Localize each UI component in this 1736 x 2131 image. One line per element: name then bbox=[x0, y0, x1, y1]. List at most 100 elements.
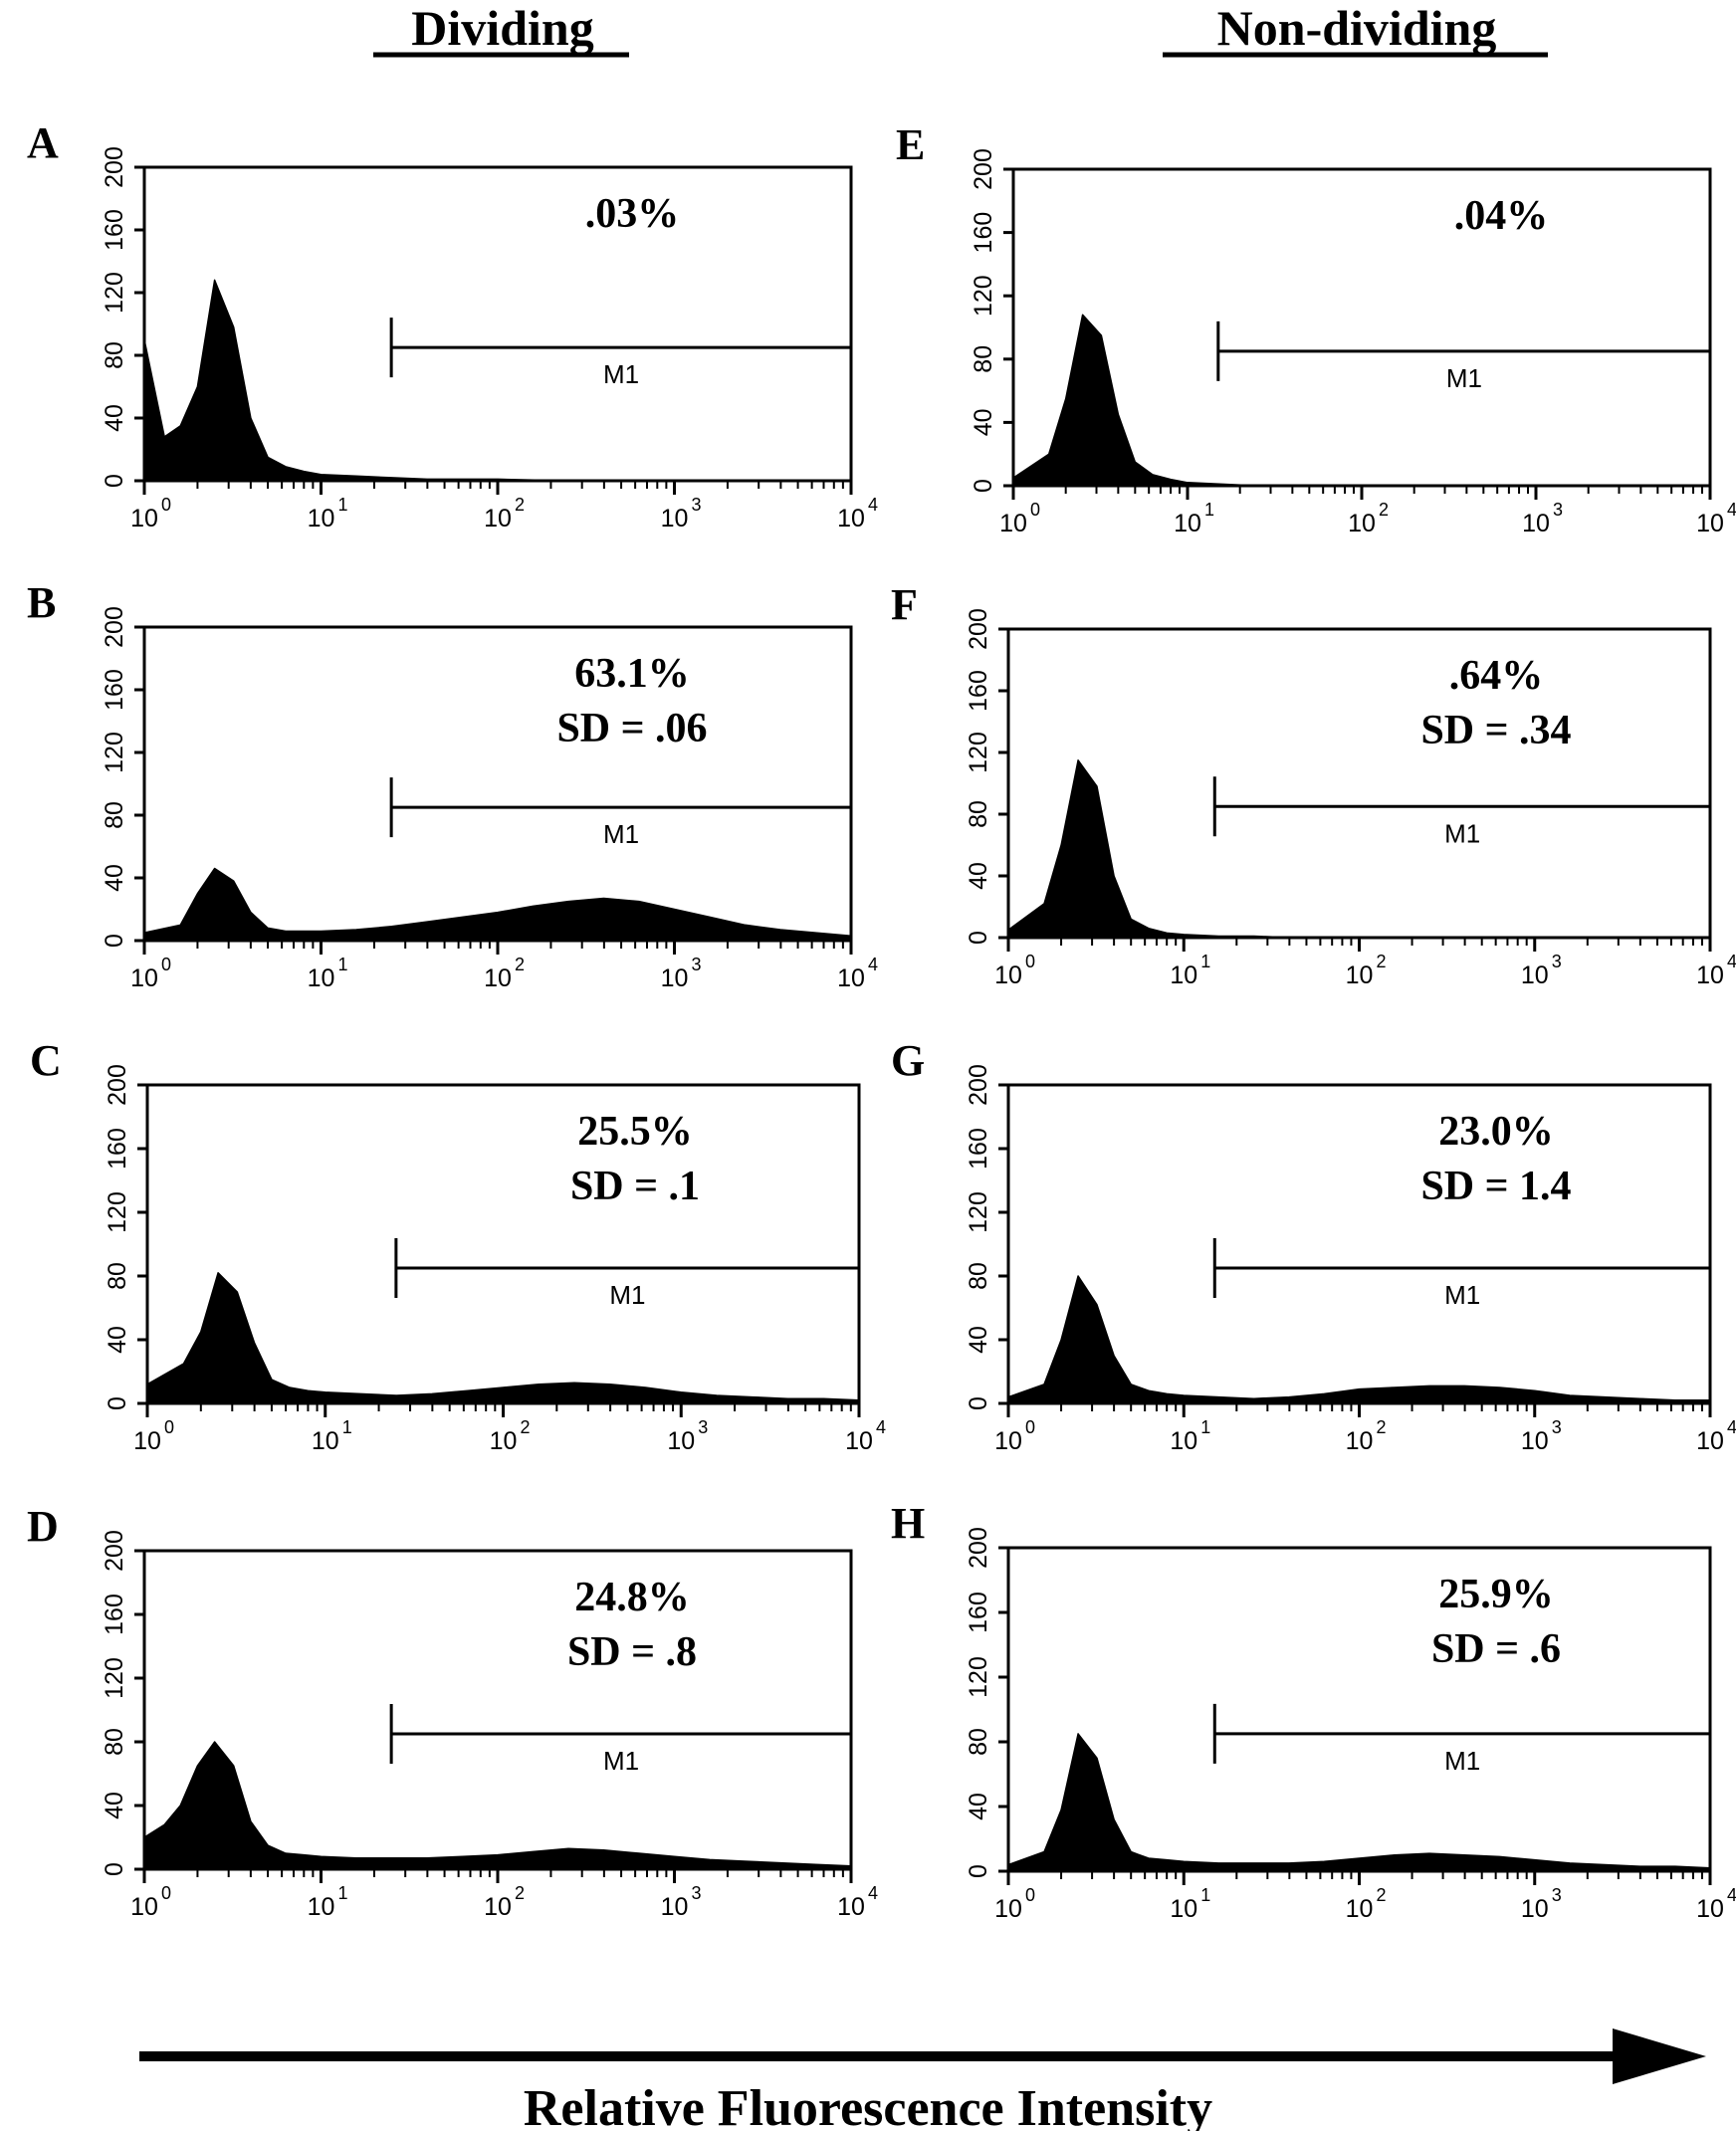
x-tick-label-e-100: 10 bbox=[1348, 510, 1376, 537]
y-tick-label-d-80: 80 bbox=[101, 1728, 128, 1756]
histogram-area-e bbox=[1012, 314, 1711, 487]
x-tick-exponent-e-100: 2 bbox=[1379, 500, 1389, 520]
y-tick-label-h-200: 200 bbox=[965, 1527, 992, 1569]
panel-letter-h: H bbox=[891, 1499, 925, 1548]
x-tick-label-c-10000: 10 bbox=[845, 1427, 873, 1455]
stat-annotation-g-2: SD = 1.4 bbox=[1420, 1164, 1571, 1209]
x-tick-exponent-h-1000: 3 bbox=[1552, 1885, 1562, 1905]
panel-letter-f: F bbox=[891, 580, 918, 629]
marker-label-d: M1 bbox=[603, 1746, 639, 1776]
x-tick-exponent-b-10000: 4 bbox=[868, 955, 878, 974]
x-tick-exponent-g-100: 2 bbox=[1377, 1417, 1387, 1437]
x-tick-exponent-d-10: 1 bbox=[338, 1883, 348, 1903]
x-tick-label-d-1: 10 bbox=[130, 1893, 158, 1921]
panel-letter-g: G bbox=[891, 1036, 925, 1085]
x-tick-exponent-f-1: 0 bbox=[1025, 952, 1035, 971]
y-tick-label-g-200: 200 bbox=[965, 1064, 992, 1106]
x-tick-exponent-e-1: 0 bbox=[1030, 500, 1040, 520]
y-tick-label-h-0: 0 bbox=[965, 1864, 992, 1878]
x-tick-exponent-c-100: 2 bbox=[521, 1417, 531, 1437]
x-tick-exponent-b-100: 2 bbox=[515, 955, 525, 974]
stat-annotation-d-1: 24.8% bbox=[574, 1575, 690, 1620]
stat-annotation-h-2: SD = .6 bbox=[1431, 1626, 1561, 1672]
y-tick-label-b-160: 160 bbox=[101, 669, 128, 711]
x-tick-exponent-f-10: 1 bbox=[1200, 952, 1210, 971]
y-tick-label-d-160: 160 bbox=[101, 1594, 128, 1635]
x-tick-label-b-10000: 10 bbox=[837, 964, 865, 992]
x-tick-exponent-a-1000: 3 bbox=[692, 495, 702, 515]
x-tick-exponent-c-1000: 3 bbox=[698, 1417, 708, 1437]
x-tick-label-g-100: 10 bbox=[1346, 1427, 1374, 1455]
y-tick-label-c-80: 80 bbox=[104, 1262, 131, 1290]
x-tick-exponent-e-1000: 3 bbox=[1553, 500, 1563, 520]
histogram-area-f bbox=[1007, 759, 1711, 939]
x-tick-exponent-g-10: 1 bbox=[1200, 1417, 1210, 1437]
x-tick-label-f-10: 10 bbox=[1170, 961, 1197, 989]
y-tick-label-h-40: 40 bbox=[965, 1793, 992, 1820]
stat-annotation-b-2: SD = .06 bbox=[556, 706, 707, 751]
marker-label-f: M1 bbox=[1444, 818, 1480, 848]
stat-annotation-h-1: 25.9% bbox=[1438, 1572, 1554, 1617]
marker-label-h: M1 bbox=[1444, 1746, 1480, 1776]
x-tick-label-d-1000: 10 bbox=[661, 1893, 689, 1921]
x-tick-label-h-10000: 10 bbox=[1696, 1895, 1724, 1923]
y-tick-label-a-120: 120 bbox=[101, 272, 128, 314]
x-tick-label-d-100: 10 bbox=[484, 1893, 512, 1921]
y-tick-label-e-160: 160 bbox=[970, 212, 997, 254]
x-tick-label-a-100: 10 bbox=[484, 505, 512, 533]
panel-letter-e: E bbox=[896, 120, 925, 169]
x-tick-exponent-c-1: 0 bbox=[164, 1417, 174, 1437]
x-tick-exponent-b-1000: 3 bbox=[692, 955, 702, 974]
y-tick-label-f-200: 200 bbox=[965, 608, 992, 650]
panel-letter-d: D bbox=[27, 1502, 59, 1551]
y-tick-label-h-160: 160 bbox=[965, 1592, 992, 1633]
column-header-non-dividing: Non-dividing bbox=[1217, 0, 1497, 56]
x-tick-label-h-1000: 10 bbox=[1521, 1895, 1549, 1923]
x-tick-label-g-1: 10 bbox=[994, 1427, 1022, 1455]
y-tick-label-g-40: 40 bbox=[965, 1326, 992, 1354]
stat-annotation-d-2: SD = .8 bbox=[567, 1629, 697, 1675]
y-tick-label-e-80: 80 bbox=[970, 345, 997, 373]
y-tick-label-e-40: 40 bbox=[970, 408, 997, 436]
y-tick-label-d-200: 200 bbox=[101, 1530, 128, 1572]
x-tick-exponent-b-1: 0 bbox=[161, 955, 171, 974]
x-tick-exponent-h-1: 0 bbox=[1025, 1885, 1035, 1905]
x-tick-label-a-1000: 10 bbox=[661, 505, 689, 533]
x-tick-exponent-a-1: 0 bbox=[161, 495, 171, 515]
x-tick-label-f-10000: 10 bbox=[1696, 961, 1724, 989]
x-tick-exponent-d-100: 2 bbox=[515, 1883, 525, 1903]
y-tick-label-g-80: 80 bbox=[965, 1262, 992, 1290]
y-tick-label-b-200: 200 bbox=[101, 606, 128, 648]
x-tick-exponent-c-10: 1 bbox=[342, 1417, 352, 1437]
stat-annotation-f-2: SD = .34 bbox=[1420, 708, 1571, 753]
y-tick-label-c-160: 160 bbox=[104, 1128, 131, 1170]
x-tick-label-h-10: 10 bbox=[1170, 1895, 1197, 1923]
x-tick-exponent-f-100: 2 bbox=[1377, 952, 1387, 971]
x-tick-exponent-d-10000: 4 bbox=[868, 1883, 878, 1903]
histogram-area-h bbox=[1007, 1733, 1711, 1872]
y-tick-label-b-0: 0 bbox=[101, 934, 128, 948]
y-tick-label-b-80: 80 bbox=[101, 801, 128, 829]
marker-label-g: M1 bbox=[1444, 1280, 1480, 1310]
x-tick-label-c-100: 10 bbox=[490, 1427, 518, 1455]
y-tick-label-d-40: 40 bbox=[101, 1792, 128, 1819]
y-tick-label-e-120: 120 bbox=[970, 275, 997, 317]
x-tick-exponent-h-10: 1 bbox=[1200, 1885, 1210, 1905]
x-tick-exponent-d-1: 0 bbox=[161, 1883, 171, 1903]
stat-annotation-a-1: .03% bbox=[585, 191, 680, 237]
histogram-area-d bbox=[143, 1741, 852, 1870]
x-tick-exponent-a-100: 2 bbox=[515, 495, 525, 515]
x-tick-label-c-10: 10 bbox=[312, 1427, 339, 1455]
x-tick-label-b-1: 10 bbox=[130, 964, 158, 992]
y-tick-label-b-40: 40 bbox=[101, 864, 128, 892]
x-tick-exponent-a-10: 1 bbox=[338, 495, 348, 515]
x-tick-label-c-1: 10 bbox=[133, 1427, 161, 1455]
y-tick-label-a-200: 200 bbox=[101, 146, 128, 188]
x-tick-label-e-10: 10 bbox=[1174, 510, 1201, 537]
